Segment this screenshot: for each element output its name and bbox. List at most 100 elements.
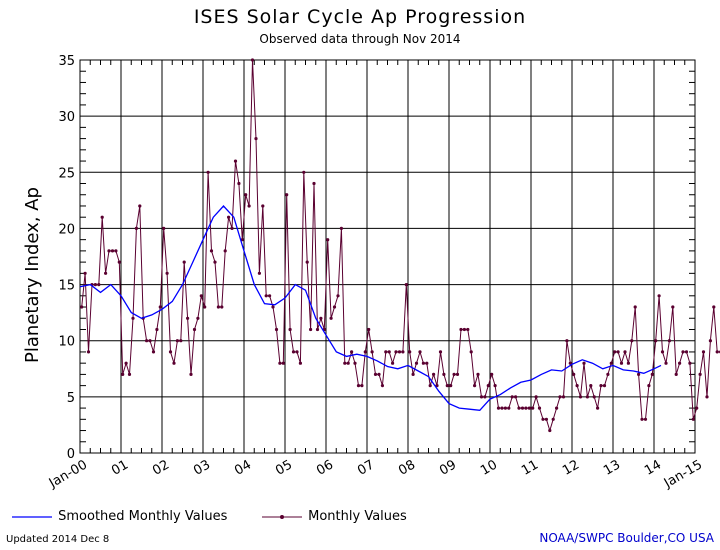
- monthly-value-point: [363, 350, 367, 354]
- monthly-value-point: [705, 395, 709, 399]
- monthly-value-point: [80, 305, 84, 309]
- chart-subtitle: Observed data through Nov 2014: [259, 32, 461, 46]
- monthly-value-point: [336, 294, 340, 298]
- monthly-value-point: [582, 361, 586, 365]
- monthly-value-point: [493, 384, 497, 388]
- y-tick-label: 0: [67, 447, 75, 462]
- x-tick-label: 06: [314, 457, 336, 478]
- y-tick-labels: 0 5 10 15 20 25 30 35: [58, 54, 75, 462]
- y-tick-label: 25: [58, 166, 75, 181]
- monthly-value-point: [97, 283, 101, 287]
- monthly-value-point: [373, 372, 378, 376]
- monthly-value-point: [192, 327, 197, 332]
- monthly-value-point: [561, 395, 566, 399]
- monthly-value-point: [630, 339, 634, 343]
- monthly-value-point: [565, 339, 569, 343]
- smoothed-values-series: [79, 205, 662, 411]
- y-tick-label: 20: [58, 222, 75, 237]
- monthly-value-point: [107, 249, 111, 253]
- monthly-value-point: [483, 395, 487, 399]
- monthly-value-point: [367, 327, 371, 332]
- monthly-value-point: [165, 271, 169, 275]
- monthly-value-point: [227, 215, 231, 219]
- monthly-value-point: [596, 406, 600, 410]
- monthly-value-point: [633, 305, 637, 309]
- monthly-value-point: [134, 226, 138, 230]
- monthly-value-point: [302, 170, 306, 174]
- smoothed-values-line: [79, 205, 662, 411]
- y-axis-label: Planetary Index, Ap: [22, 187, 43, 363]
- monthly-value-point: [288, 327, 292, 332]
- monthly-value-point: [295, 350, 299, 354]
- monthly-value-point: [326, 238, 330, 242]
- monthly-value-point: [148, 339, 152, 343]
- y-tick-label: 10: [58, 335, 75, 350]
- monthly-value-point: [623, 350, 627, 354]
- monthly-value-point: [380, 384, 384, 388]
- monthly-value-point: [131, 316, 135, 320]
- monthly-value-point: [384, 350, 388, 354]
- monthly-value-point: [281, 361, 285, 365]
- monthly-values-line: [81, 59, 720, 433]
- monthly-value-point: [517, 406, 521, 410]
- monthly-value-point: [486, 384, 490, 388]
- monthly-value-point: [524, 406, 528, 410]
- monthly-value-point: [606, 372, 610, 376]
- monthly-value-point: [117, 260, 121, 264]
- monthly-value-point: [425, 361, 429, 365]
- legend-label-monthly: Monthly Values: [308, 509, 407, 524]
- monthly-value-point: [100, 215, 104, 219]
- monthly-value-point: [394, 350, 398, 354]
- monthly-value-point: [274, 327, 279, 332]
- monthly-value-point: [442, 372, 446, 376]
- monthly-value-point: [124, 361, 128, 365]
- monthly-value-point: [544, 417, 549, 421]
- monthly-value-point: [387, 350, 391, 354]
- monthly-value-point: [257, 271, 261, 275]
- monthly-value-point: [309, 327, 313, 332]
- monthly-value-point: [104, 271, 108, 275]
- monthly-value-point: [278, 361, 282, 365]
- monthly-value-point: [223, 249, 227, 253]
- monthly-value-point: [186, 316, 190, 320]
- monthly-value-point: [172, 361, 176, 365]
- monthly-value-point: [503, 406, 507, 410]
- monthly-value-point: [216, 305, 220, 309]
- monthly-value-point: [708, 339, 713, 343]
- credit-text: NOAA/SWPC Boulder,CO USA: [539, 531, 714, 545]
- monthly-value-point: [660, 350, 665, 354]
- monthly-value-point: [356, 384, 361, 388]
- monthly-value-point: [339, 226, 343, 230]
- monthly-value-point: [319, 316, 323, 320]
- monthly-value-point: [514, 395, 518, 399]
- monthly-value-point: [209, 249, 214, 253]
- monthly-value-point: [421, 361, 425, 365]
- monthly-value-point: [688, 361, 692, 365]
- monthly-value-point: [203, 305, 207, 309]
- monthly-value-point: [650, 372, 654, 376]
- monthly-value-point: [401, 350, 405, 354]
- monthly-value-point: [578, 395, 583, 399]
- monthly-value-point: [459, 327, 463, 332]
- monthly-value-point: [613, 350, 617, 354]
- monthly-value-point: [250, 58, 255, 62]
- monthly-value-point: [616, 350, 620, 354]
- monthly-value-point: [127, 372, 132, 376]
- monthly-value-point: [271, 305, 275, 309]
- monthly-value-point: [715, 350, 719, 354]
- x-tick-label: 05: [273, 457, 295, 478]
- x-tick-label: 10: [478, 457, 500, 478]
- x-tick-label: 03: [191, 457, 213, 478]
- monthly-value-point: [445, 384, 449, 388]
- monthly-value-point: [678, 361, 682, 365]
- monthly-value-point: [182, 260, 186, 264]
- monthly-value-point: [370, 350, 374, 354]
- monthly-value-point: [151, 350, 156, 354]
- monthly-value-point: [449, 384, 453, 388]
- x-tick-label: 09: [437, 457, 459, 478]
- y-minor-ticks: [80, 70, 695, 443]
- monthly-value-point: [360, 384, 364, 388]
- monthly-value-point: [189, 372, 193, 376]
- y-tick-label: 30: [58, 110, 75, 125]
